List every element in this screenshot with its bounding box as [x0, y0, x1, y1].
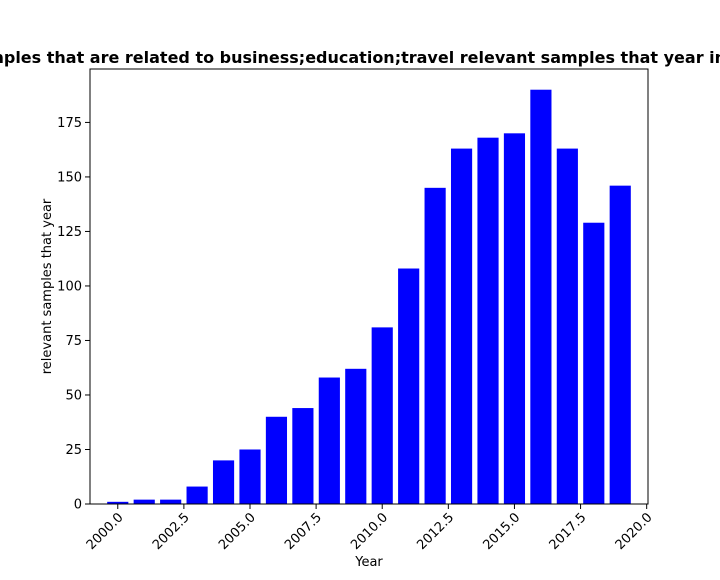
- bar-2010: [371, 327, 393, 504]
- bar-2013: [450, 148, 473, 504]
- y-tick-label: 25: [65, 443, 82, 458]
- bar-2019: [609, 185, 631, 504]
- bar-2016: [530, 89, 552, 505]
- y-axis: 0 25 50 75 100 125 150 175: [57, 116, 90, 513]
- bar-2003: [186, 486, 208, 504]
- y-tick-label: 150: [57, 170, 82, 185]
- bars-group: [107, 89, 631, 505]
- bar-2001: [133, 499, 155, 504]
- bar-2014: [477, 137, 499, 504]
- bar-2017: [556, 148, 578, 504]
- bar-2011: [398, 268, 420, 504]
- bar-2000: [107, 501, 129, 504]
- bar-2006: [265, 416, 288, 504]
- y-tick-label: 0: [74, 498, 82, 513]
- y-tick-label: 175: [57, 116, 82, 131]
- y-tick-label: 50: [65, 388, 82, 403]
- bar-2004: [212, 460, 235, 504]
- bar-2002: [160, 499, 182, 504]
- y-axis-label: relevant samples that year: [40, 198, 55, 374]
- chart-title: Number of samples that are related to bu…: [0, 48, 720, 67]
- bar-2018: [583, 222, 605, 504]
- bar-2009: [345, 368, 367, 504]
- x-axis-label: Year: [354, 555, 383, 570]
- bar-2007: [292, 408, 314, 504]
- bar-2005: [239, 449, 261, 504]
- y-tick-label: 75: [65, 334, 82, 349]
- y-tick-label: 100: [57, 279, 82, 294]
- bar-2015: [503, 133, 526, 504]
- bar-2008: [318, 377, 340, 504]
- plot-frame: [89, 68, 649, 505]
- y-tick-label: 125: [57, 225, 82, 240]
- bar-2012: [424, 187, 446, 504]
